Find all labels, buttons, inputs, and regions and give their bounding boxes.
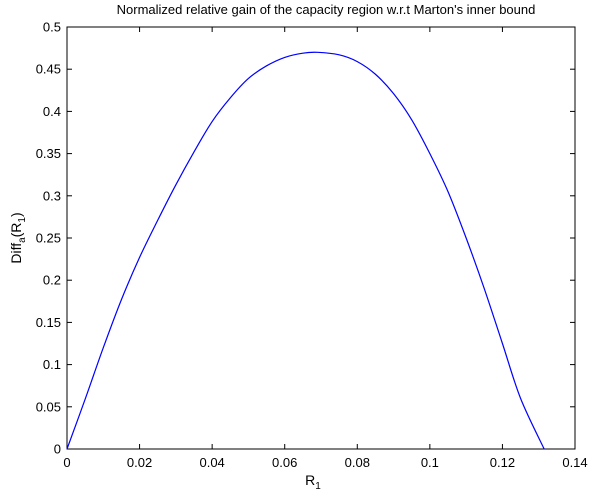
x-axis-ticks: 0 0.02 0.04 0.06 0.08 0.1 0.12 0.14 — [63, 27, 588, 470]
y-tick-label: 0.05 — [36, 399, 61, 414]
chart-title: Normalized relative gain of the capacity… — [117, 2, 536, 17]
x-tick-label: 0.12 — [490, 455, 515, 470]
x-tick-label: 0.14 — [562, 455, 587, 470]
series-layer — [66, 51, 545, 450]
y-axis-title-part2: (R — [8, 223, 24, 238]
y-tick-label: 0.4 — [43, 104, 61, 119]
y-tick-label: 0.3 — [43, 188, 61, 203]
y-tick-label: 0.25 — [36, 231, 61, 246]
x-tick-label: 0.02 — [127, 455, 152, 470]
y-axis-title-part3: ) — [8, 212, 24, 217]
y-axis-title: Diffa(R1) — [8, 212, 28, 263]
y-axis-title-part1: Diff — [8, 243, 24, 264]
y-axis-title-sub2: 1 — [17, 217, 28, 223]
x-tick-label: 0 — [63, 455, 70, 470]
x-tick-label: 0.04 — [199, 455, 224, 470]
y-axis-title-sub1: a — [17, 237, 28, 243]
x-axis-title-main: R — [305, 472, 315, 488]
y-tick-label: 0.35 — [36, 146, 61, 161]
y-tick-label: 0.15 — [36, 315, 61, 330]
x-tick-label: 0.08 — [345, 455, 370, 470]
series-line — [66, 51, 545, 450]
y-tick-label: 0 — [54, 442, 61, 457]
y-tick-label: 0.5 — [43, 20, 61, 35]
x-axis-title: R1 — [305, 472, 321, 492]
y-axis-ticks: 0 0.05 0.1 0.15 0.2 0.25 0.3 0.35 0.4 0.45 0.5 — [36, 20, 575, 457]
x-tick-label: 0.1 — [421, 455, 439, 470]
plot-area — [66, 26, 576, 450]
y-tick-label: 0.2 — [43, 273, 61, 288]
y-tick-label: 0.1 — [43, 357, 61, 372]
y-tick-label: 0.45 — [36, 62, 61, 77]
x-tick-label: 0.06 — [272, 455, 297, 470]
x-axis-title-sub: 1 — [315, 481, 321, 492]
